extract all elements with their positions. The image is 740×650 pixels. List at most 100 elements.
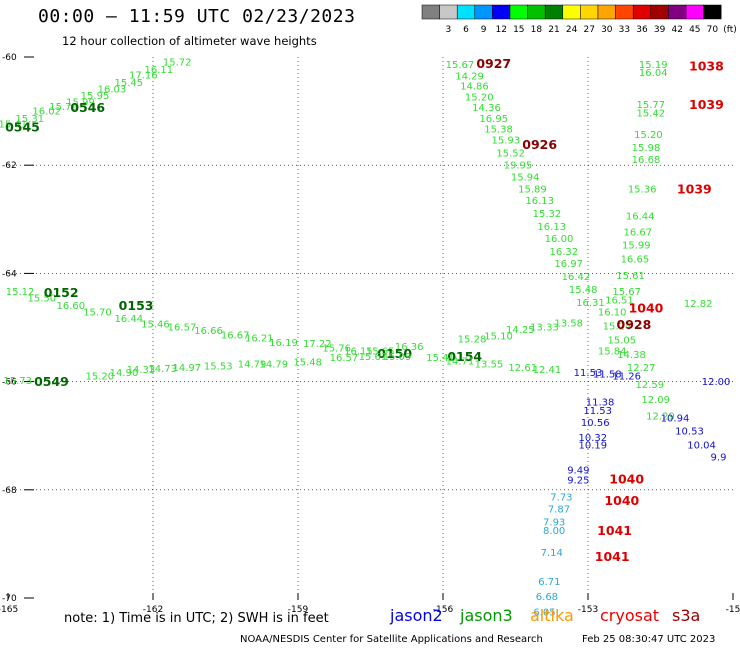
pass-time-label: 0549	[34, 374, 69, 389]
wave-height-label: 15.10	[484, 331, 513, 342]
wave-height-label: 14.33	[127, 365, 156, 376]
x-tick-label: -165	[0, 605, 18, 615]
wave-height-label: 16.13	[525, 196, 554, 207]
wave-height-label: 16.32	[550, 247, 579, 258]
wave-height-label: 15.76	[322, 343, 351, 354]
wave-height-label: 14.25	[506, 325, 535, 336]
satellite-legend-cryosat: cryosat	[600, 606, 660, 625]
wave-height-label: 16.97	[554, 259, 583, 270]
wave-height-label: 15.48	[569, 285, 598, 296]
wave-height-label: 11.26	[612, 371, 641, 382]
wave-height-label: 16.66	[194, 326, 223, 337]
wave-height-label: 15.38	[484, 125, 513, 136]
wave-height-label: 16.10	[598, 308, 627, 319]
wave-height-label: 15.50	[28, 294, 57, 305]
wave-height-label: 14.97	[173, 363, 202, 374]
legend-swatch	[703, 4, 722, 20]
wave-height-label: 15.42	[637, 109, 666, 120]
wave-height-label: 14.73	[148, 364, 177, 375]
wave-height-label: 10.53	[675, 427, 704, 438]
wave-height-label: 16.31	[576, 298, 605, 309]
wave-height-label: 15.32	[533, 209, 562, 220]
wave-height-label: 16.68	[632, 155, 661, 166]
wave-height-label: 10.32	[579, 433, 608, 444]
wave-height-label: 19.95	[504, 160, 533, 171]
wave-height-label: 15.61	[616, 271, 645, 282]
wave-height-label: 17.16	[129, 71, 158, 82]
pass-time-label: 1039	[689, 97, 724, 112]
wave-height-label: 8.00	[543, 526, 565, 537]
wave-height-label: 16.00	[545, 234, 574, 245]
wave-height-label: 15.72	[163, 58, 192, 69]
wave-height-label: 16.65	[621, 255, 650, 266]
wave-height-label: 15.36	[628, 184, 657, 195]
legend-label: 21	[548, 25, 559, 35]
x-tick-label: -15	[726, 605, 740, 615]
legend-label: 27	[583, 25, 594, 35]
y-tick-label: -60	[2, 53, 17, 63]
wave-height-label: 15.53	[204, 362, 233, 373]
wave-height-label: 16.19	[269, 338, 298, 349]
pass-time-label: 0546	[70, 100, 105, 115]
page-title: 00:00 – 11:59 UTC 02/23/2023	[38, 6, 356, 27]
color-legend: 3 6 9 12 15 18 21 24 27 30 33 36 39 42 45 70 (ft)	[421, 4, 737, 35]
wave-height-label: 16.21	[245, 334, 274, 345]
wave-height-label: 12.82	[684, 299, 713, 310]
wave-height-label: 6.71	[538, 577, 560, 588]
legend-label: 39	[654, 25, 666, 35]
legend-label: 33	[619, 25, 630, 35]
wave-height-label: 15.12	[6, 287, 35, 298]
wave-height-label: 15.61	[359, 352, 388, 363]
wave-height-label: 15.41	[0, 119, 27, 130]
wave-height-label: 14.90	[110, 368, 139, 379]
wave-height-label: 11.58	[593, 369, 622, 380]
satellite-legend-jason2: jason2	[390, 606, 443, 625]
axis-ticks: -165 -162 -159 -156 -153 -15 -60 -62 -64 -66 -68 -7…	[0, 53, 740, 615]
wave-height-label: 7.93	[543, 518, 565, 529]
x-tick-label: -159	[288, 605, 309, 615]
map-grid	[8, 57, 733, 598]
pass-time-label: 1040	[629, 300, 664, 315]
wave-height-label: 15.99	[66, 98, 95, 109]
wave-height-label: 15.65	[366, 347, 395, 358]
wave-height-observations: 15.4115.3116.0215.7915.9915.9516.0315.45…	[0, 56, 730, 618]
wave-height-label: 16.67	[221, 330, 250, 341]
wave-height-label: 17.22	[303, 339, 332, 350]
wave-height-label: 15.67	[446, 60, 475, 71]
wave-height-label: 9.9	[711, 453, 727, 464]
pass-time-label: 0927	[476, 56, 511, 71]
wave-height-label: 7.87	[548, 505, 570, 516]
pass-time-label: 0928	[617, 317, 652, 332]
wave-height-label: 13.33	[530, 323, 559, 334]
wave-height-label: 15.77	[637, 100, 666, 111]
wave-height-label: 16.03	[98, 85, 127, 96]
wave-height-label: 15.52	[496, 149, 525, 160]
legend-label: 3	[446, 25, 452, 35]
legend-label: 9	[481, 25, 487, 35]
wave-height-label: 12.41	[533, 365, 562, 376]
legend-label: 15	[513, 25, 524, 35]
pass-time-label: 1041	[595, 549, 630, 564]
wave-height-label: 15.46	[141, 320, 170, 331]
wave-height-label: 15.73	[3, 376, 32, 387]
wave-height-label: 15.20	[86, 371, 115, 382]
wave-height-label: 12.09	[641, 395, 670, 406]
legend-label: 6	[463, 25, 469, 35]
wave-height-label: 16.13	[537, 222, 566, 233]
wave-height-label: 15.19	[639, 60, 668, 71]
map-plot: -165 -162 -159 -156 -153 -15 -60 -62 -64 -66 -68 -7…	[0, 53, 740, 618]
y-tick-label: -68	[2, 486, 17, 496]
pass-time-label: 0154	[447, 349, 482, 364]
wave-height-label: 16.67	[623, 228, 652, 239]
y-tick-label: -62	[2, 161, 17, 171]
wave-height-label: 16.42	[562, 272, 591, 283]
wave-height-label: 14.79	[260, 360, 289, 371]
wave-height-label: 14.79	[238, 360, 267, 371]
pass-time-label: 0926	[522, 137, 557, 152]
wave-height-label: 6.05	[533, 607, 555, 618]
x-tick-label: -162	[143, 605, 163, 615]
footer-timestamp: Feb 25 08:30:47 UTC 2023	[582, 634, 716, 645]
pass-time-label: 0153	[119, 298, 154, 313]
pass-time-label: 1039	[677, 181, 712, 196]
satellite-legend-altika: altika	[530, 606, 574, 625]
